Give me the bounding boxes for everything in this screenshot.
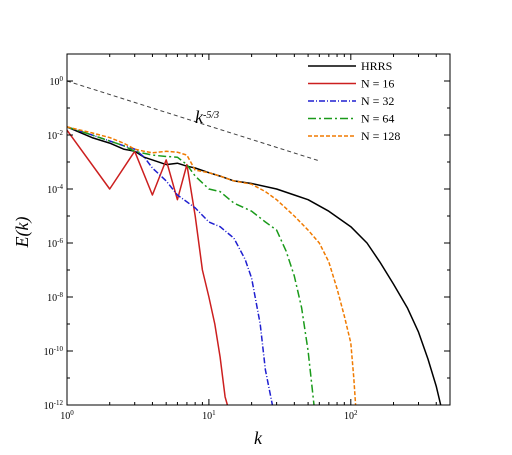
x-axis-title: k	[254, 428, 263, 448]
plot-curves	[66, 80, 442, 406]
y-tick-label: 10-4	[47, 183, 63, 196]
y-axis-title: E(k)	[12, 217, 33, 249]
y-tick-label: 10-6	[47, 237, 63, 250]
y-tick-label: 10-12	[44, 399, 64, 412]
x-tick-label: 100	[60, 409, 74, 422]
y-tick-label: 10-8	[47, 291, 63, 304]
legend-label-3: N = 64	[361, 112, 394, 126]
reference-slope-line	[66, 80, 320, 162]
series-line-0	[66, 126, 442, 406]
x-tick-label: 102	[344, 409, 358, 422]
plot-frame	[66, 53, 451, 406]
legend-label-1: N = 16	[361, 77, 394, 91]
y-tick-label: 10-10	[44, 345, 64, 358]
series-line-1	[66, 129, 229, 406]
legend-label-4: N = 128	[361, 129, 400, 143]
legend-label-2: N = 32	[361, 94, 394, 108]
x-tick-label: 101	[202, 409, 216, 422]
legend-label-0: HRRS	[361, 59, 392, 73]
y-axis-ticks: 100 10-2 10-4 10-6 10-8 10-10 10-12	[44, 53, 450, 412]
reference-slope-label: k-5/3	[195, 107, 219, 127]
y-tick-label: 10-2	[47, 129, 63, 142]
series-line-3	[66, 126, 315, 406]
series-line-4	[66, 126, 357, 406]
reference-slope-label-text: k-5/3	[195, 107, 219, 127]
legend: HRRS N = 16 N = 32 N = 64 N = 128	[308, 59, 400, 143]
series-line-2	[66, 126, 274, 406]
x-axis-ticks: 100 101 102	[60, 54, 451, 422]
y-tick-label: 100	[50, 75, 64, 88]
